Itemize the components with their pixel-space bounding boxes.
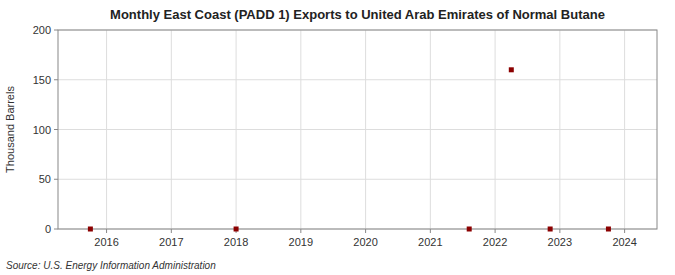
y-tick-label: 50 (39, 173, 51, 185)
x-grid-line (300, 30, 301, 229)
x-tick-label: 2023 (548, 236, 572, 248)
x-grid-line (106, 30, 107, 229)
x-tick (365, 229, 366, 233)
y-tick (54, 179, 58, 180)
chart-title: Monthly East Coast (PADD 1) Exports to U… (110, 7, 605, 22)
x-tick-label: 2019 (289, 236, 313, 248)
y-tick (54, 30, 58, 31)
data-point (467, 227, 472, 232)
x-tick (106, 229, 107, 233)
x-tick-label: 2021 (418, 236, 442, 248)
x-tick-label: 2020 (353, 236, 377, 248)
x-tick (559, 229, 560, 233)
data-point (88, 227, 93, 232)
x-grid-line (559, 30, 560, 229)
grid (58, 30, 657, 229)
y-grid-line (58, 79, 657, 80)
y-tick-label: 100 (33, 124, 51, 136)
x-grid-line (495, 30, 496, 229)
x-grid-line (171, 30, 172, 229)
y-tick-label: 200 (33, 24, 51, 36)
x-tick (624, 229, 625, 233)
x-grid-line (430, 30, 431, 229)
y-tick (54, 129, 58, 130)
y-axis-label: Thousand Barrels (4, 86, 16, 173)
x-tick (430, 229, 431, 233)
x-tick (300, 229, 301, 233)
y-tick-label: 150 (33, 74, 51, 86)
x-tick-label: 2024 (612, 236, 636, 248)
x-grid-line (365, 30, 366, 229)
y-grid-line (58, 179, 657, 180)
x-grid-line (236, 30, 237, 229)
data-point (606, 227, 611, 232)
x-tick-label: 2017 (159, 236, 183, 248)
x-tick-label: 2018 (224, 236, 248, 248)
source-note: Source: U.S. Energy Information Administ… (6, 260, 216, 271)
axes: 0 50 100 150 200 2016 2017 2018 2019 2020 2021 2022… (33, 24, 637, 248)
data-point (234, 227, 239, 232)
plot-frame (58, 30, 657, 229)
y-grid-line (58, 129, 657, 130)
chart-container: 0 50 100 150 200 2016 2017 2018 2019 2020 2021 2022… (0, 0, 675, 275)
chart-svg: 0 50 100 150 200 2016 2017 2018 2019 2020 2021 2022… (0, 0, 675, 275)
y-tick-label: 0 (45, 223, 51, 235)
x-tick (171, 229, 172, 233)
x-tick-label: 2016 (94, 236, 118, 248)
x-tick-label: 2022 (483, 236, 507, 248)
x-grid-line (624, 30, 625, 229)
y-tick (54, 229, 58, 230)
data-point (548, 227, 553, 232)
data-point (509, 67, 514, 72)
x-tick (495, 229, 496, 233)
y-tick (54, 79, 58, 80)
points (88, 67, 611, 231)
